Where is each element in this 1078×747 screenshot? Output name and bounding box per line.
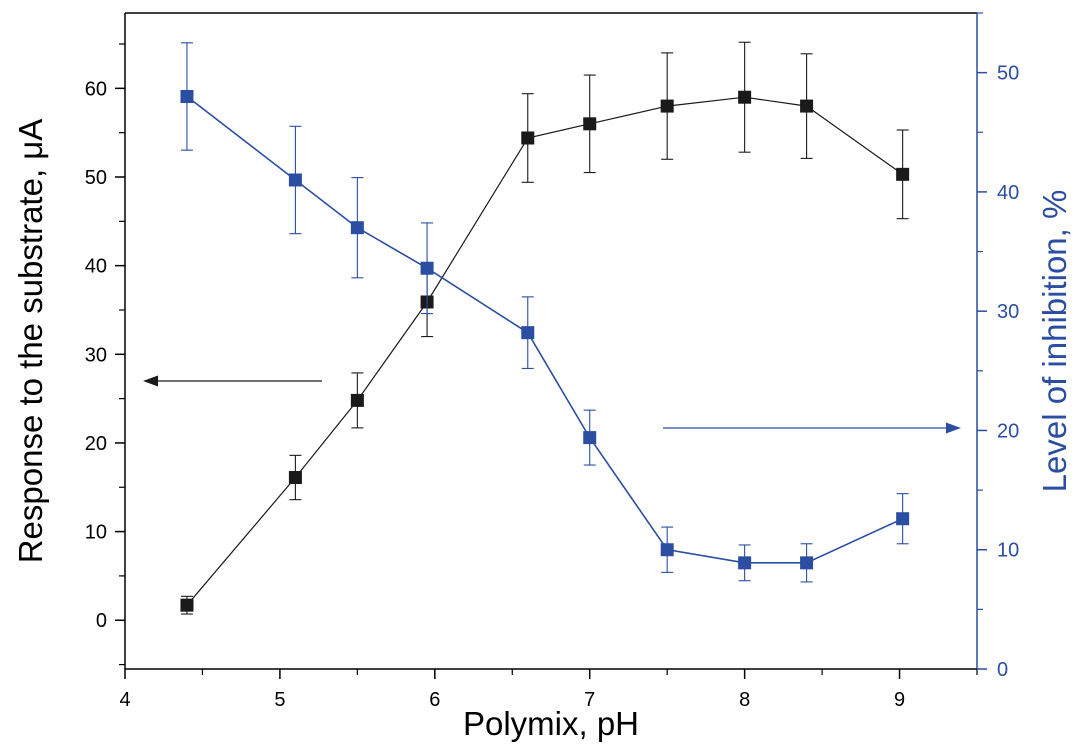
left-series xyxy=(180,41,910,615)
right-axis-arrowhead xyxy=(946,422,961,434)
left-y-tick-label: 30 xyxy=(85,344,107,366)
left-data-point xyxy=(583,117,597,131)
right-data-point xyxy=(896,512,910,526)
axis-indicator-arrows xyxy=(143,375,961,434)
left-y-tick-label: 40 xyxy=(85,256,107,278)
left-y-tick-label: 10 xyxy=(85,522,107,544)
right-y-axis-title: Level of inhibition, % xyxy=(1036,190,1073,493)
right-data-point xyxy=(350,221,364,235)
left-y-tick-label: 60 xyxy=(85,78,107,100)
left-series-line xyxy=(186,96,903,606)
left-data-point xyxy=(521,131,535,145)
right-y-tick-label: 0 xyxy=(997,659,1008,681)
right-series-line xyxy=(186,95,903,564)
left-axis-arrowhead xyxy=(143,375,158,387)
x-tick-label: 6 xyxy=(429,689,440,711)
left-data-point xyxy=(180,598,194,612)
left-data-point xyxy=(288,471,302,485)
left-data-point xyxy=(896,167,910,181)
right-data-point xyxy=(583,431,597,445)
right-y-tick-label: 30 xyxy=(997,301,1019,323)
right-y-tick-label: 20 xyxy=(997,420,1019,442)
right-y-axis-ticks: 0 10 20 30 40 50 xyxy=(977,12,1019,681)
left-y-tick-label: 20 xyxy=(85,433,107,455)
x-tick-label: 7 xyxy=(584,689,595,711)
left-y-axis-ticks: 0 10 20 30 40 50 60 xyxy=(85,43,125,666)
x-tick-label: 9 xyxy=(894,689,905,711)
x-tick-label: 5 xyxy=(274,689,285,711)
right-data-point xyxy=(288,173,302,187)
right-data-point xyxy=(660,543,674,557)
left-data-point xyxy=(660,99,674,113)
left-y-tick-label: 0 xyxy=(96,610,107,632)
x-axis-ticks: 4 5 6 7 8 9 xyxy=(119,669,978,711)
right-data-point xyxy=(800,556,814,570)
left-data-point xyxy=(738,90,752,104)
x-tick-label: 4 xyxy=(119,689,130,711)
right-y-tick-label: 50 xyxy=(997,63,1019,85)
right-data-point xyxy=(738,556,752,570)
right-y-tick-label: 40 xyxy=(997,182,1019,204)
plot-frame xyxy=(124,12,978,670)
left-y-axis-title: Response to the substrate, μA xyxy=(12,119,49,564)
x-axis-title: Polymix, pH xyxy=(463,705,639,742)
left-data-point xyxy=(350,393,364,407)
right-data-point xyxy=(521,326,535,340)
x-tick-label: 8 xyxy=(739,689,750,711)
left-data-point xyxy=(800,99,814,113)
right-y-tick-label: 10 xyxy=(997,540,1019,562)
right-data-point xyxy=(180,89,194,103)
right-series xyxy=(180,42,910,583)
left-y-tick-label: 50 xyxy=(85,167,107,189)
right-data-point xyxy=(420,261,434,275)
series-layer xyxy=(180,41,910,615)
